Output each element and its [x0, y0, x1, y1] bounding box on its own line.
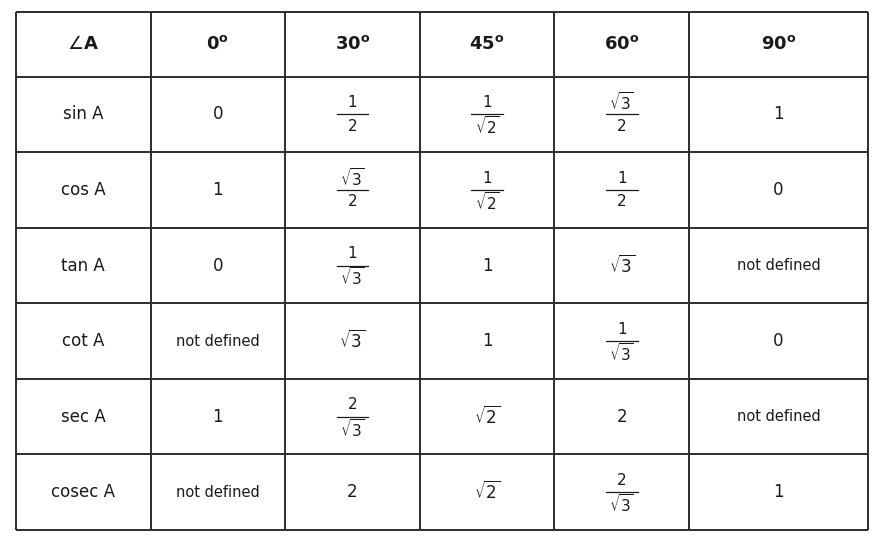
Text: $\angle$A: $\angle$A: [67, 35, 99, 53]
Text: $\sqrt{3}$: $\sqrt{3}$: [608, 255, 635, 276]
Text: 1: 1: [483, 95, 492, 110]
Text: 2: 2: [617, 119, 627, 134]
Text: 2: 2: [347, 195, 357, 209]
Text: sec A: sec A: [61, 408, 105, 425]
Text: $\sqrt{3}$: $\sqrt{3}$: [339, 330, 366, 352]
Text: 2: 2: [617, 195, 627, 209]
Text: not defined: not defined: [176, 334, 260, 349]
Text: $\sqrt{2}$: $\sqrt{2}$: [474, 405, 500, 428]
Text: 1: 1: [483, 171, 492, 185]
Text: 1: 1: [617, 322, 627, 337]
Text: $\mathbf{45^{o}}$: $\mathbf{45^{o}}$: [469, 35, 505, 53]
Text: $\sqrt{3}$: $\sqrt{3}$: [340, 267, 365, 288]
Text: $\sqrt{2}$: $\sqrt{2}$: [475, 191, 499, 213]
Text: $\sqrt{2}$: $\sqrt{2}$: [474, 481, 500, 504]
Text: 2: 2: [347, 397, 357, 412]
Text: $\sqrt{3}$: $\sqrt{3}$: [340, 167, 365, 189]
Text: not defined: not defined: [736, 409, 820, 424]
Text: 0: 0: [213, 256, 223, 274]
Text: $\sqrt{2}$: $\sqrt{2}$: [475, 115, 499, 137]
Text: $\mathbf{0^{o}}$: $\mathbf{0^{o}}$: [207, 35, 229, 53]
Text: 2: 2: [616, 408, 627, 425]
Text: $\sqrt{3}$: $\sqrt{3}$: [609, 342, 634, 364]
Text: $\sqrt{3}$: $\sqrt{3}$: [340, 418, 365, 440]
Text: not defined: not defined: [736, 258, 820, 273]
Text: 1: 1: [482, 256, 492, 274]
Text: 0: 0: [213, 105, 223, 124]
Text: 1: 1: [347, 95, 357, 110]
Text: 2: 2: [347, 119, 357, 134]
Text: 1: 1: [212, 181, 223, 199]
Text: $\mathbf{90^{o}}$: $\mathbf{90^{o}}$: [761, 35, 796, 53]
Text: cot A: cot A: [62, 332, 104, 350]
Text: sin A: sin A: [63, 105, 103, 124]
Text: 1: 1: [482, 332, 492, 350]
Text: cosec A: cosec A: [51, 483, 115, 501]
Text: 1: 1: [774, 105, 784, 124]
Text: 1: 1: [774, 483, 784, 501]
Text: $\mathbf{30^{o}}$: $\mathbf{30^{o}}$: [335, 35, 370, 53]
Text: not defined: not defined: [176, 485, 260, 500]
Text: $\mathbf{60^{o}}$: $\mathbf{60^{o}}$: [604, 35, 639, 53]
Text: 1: 1: [617, 171, 627, 185]
Text: 2: 2: [347, 483, 358, 501]
Text: tan A: tan A: [61, 256, 105, 274]
Text: 2: 2: [617, 473, 627, 488]
Text: 0: 0: [774, 181, 784, 199]
Text: cos A: cos A: [61, 181, 105, 199]
Text: 1: 1: [212, 408, 223, 425]
Text: 1: 1: [347, 246, 357, 261]
Text: 0: 0: [774, 332, 784, 350]
Text: $\sqrt{3}$: $\sqrt{3}$: [609, 92, 634, 113]
Text: $\sqrt{3}$: $\sqrt{3}$: [609, 493, 634, 515]
